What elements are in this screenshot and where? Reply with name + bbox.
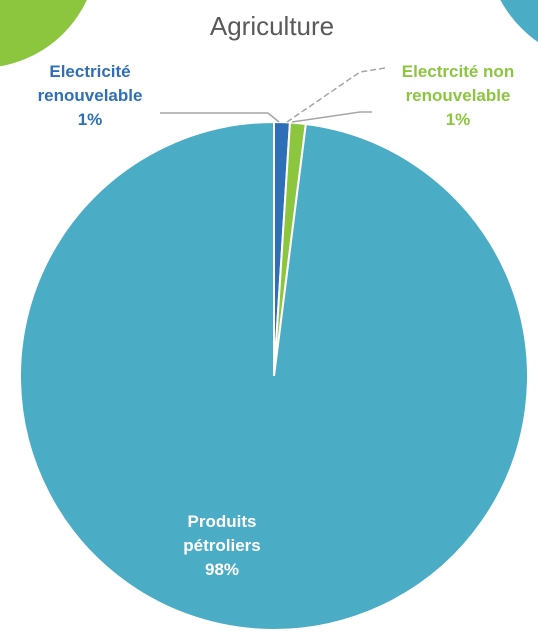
pie (19, 120, 529, 631)
data-label: Electricité renouvelable 1% (15, 60, 165, 132)
pie-slice (19, 120, 529, 631)
leader-line (291, 111, 372, 123)
decor-circle (0, 0, 87, 67)
leader-line (160, 112, 280, 123)
chart-title: Agriculture (210, 11, 334, 41)
label-name: Electricité renouvelable (37, 62, 143, 105)
decor-circle (500, 0, 538, 43)
label-value: 98% (204, 560, 240, 579)
label-value: 1% (445, 110, 471, 129)
label-name: Electrcité non renouvelable (401, 62, 515, 105)
data-label: Produits pétroliers 98% (162, 510, 282, 582)
label-name: Produits pétroliers (183, 512, 261, 555)
data-label: Electrcité non renouvelable 1% (378, 60, 538, 132)
label-value: 1% (77, 110, 103, 129)
leader-line (286, 67, 386, 123)
